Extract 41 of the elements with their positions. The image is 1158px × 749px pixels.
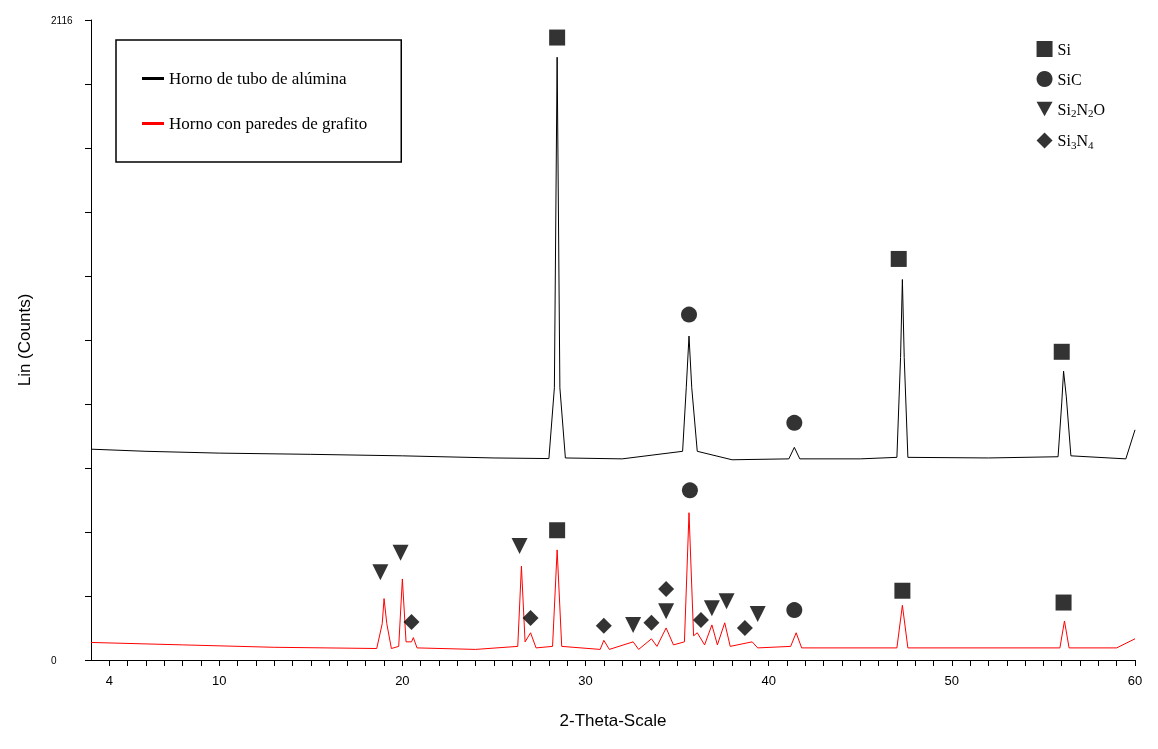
point	[522, 609, 539, 626]
point	[681, 482, 698, 499]
point	[1053, 343, 1070, 360]
legend-label: Horno de tubo de alúmina	[169, 69, 347, 88]
point	[595, 617, 612, 634]
y-tick-label: 2116	[51, 14, 73, 26]
point	[786, 602, 803, 619]
x-tick-label: 60	[1127, 673, 1143, 688]
point	[692, 612, 709, 629]
point	[549, 522, 566, 539]
x-tick-label: 40	[761, 673, 776, 688]
point	[392, 544, 409, 561]
legend-label: Horno con paredes de grafito	[169, 114, 368, 133]
x-tick-label: 50	[944, 673, 960, 688]
point	[643, 614, 660, 631]
point	[625, 616, 642, 633]
x-tick-label: 20	[395, 673, 410, 688]
point	[894, 582, 911, 599]
line-series	[90, 512, 1136, 650]
point	[658, 580, 675, 597]
x-tick-label: 4	[105, 673, 113, 688]
point	[890, 250, 907, 267]
legend-label: SiC	[1057, 70, 1082, 88]
point	[658, 603, 675, 620]
x-axis-title: 2-Theta-Scale	[559, 711, 667, 730]
point	[681, 306, 698, 323]
point	[703, 600, 720, 617]
point	[549, 29, 566, 46]
point	[1055, 594, 1072, 611]
point	[511, 537, 528, 554]
legend-label: Si	[1057, 40, 1072, 58]
point	[736, 619, 753, 636]
point	[403, 613, 420, 630]
y-tick-label: 0	[51, 654, 57, 666]
point	[786, 414, 803, 431]
point	[372, 564, 389, 581]
y-axis-title: Lin (Counts)	[15, 293, 34, 387]
x-tick-label: 10	[211, 673, 227, 688]
x-tick-label: 30	[578, 673, 593, 688]
point	[749, 606, 766, 623]
point	[718, 593, 735, 610]
